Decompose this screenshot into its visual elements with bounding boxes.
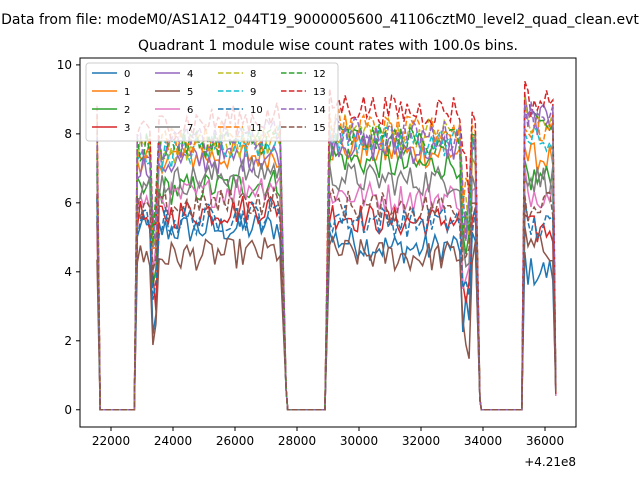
series-line-15 [96,186,557,411]
y-tick-label: 6 [64,196,72,210]
legend-box [85,62,339,142]
axis-ticks: 22000 24000 26000 28000 30000 32000 34000 36000… [57,58,564,448]
x-tick-label: 34000 [464,434,502,448]
legend-label: 4 [187,69,193,80]
series-line-14 [96,101,557,411]
series-line-2 [96,142,557,411]
legend-label: 14 [313,105,326,116]
legend-label: 6 [187,105,193,116]
y-tick-label: 2 [64,334,72,348]
y-tick-label: 0 [64,403,72,417]
axes-frame [79,57,577,428]
x-tick-label: 32000 [402,434,440,448]
legend-label: 9 [250,87,256,98]
legend-label: 11 [250,123,263,134]
y-tick-label: 8 [64,127,72,141]
series-line-11 [96,108,557,411]
series-line-12 [96,110,557,411]
x-tick-label: 22000 [92,434,130,448]
x-tick-label: 24000 [154,434,192,448]
legend-label: 7 [187,123,193,134]
legend-label: 12 [313,69,326,80]
legend-label: 8 [250,69,256,80]
legend-label: 2 [124,105,130,116]
legend-label: 10 [250,105,263,116]
x-tick-label: 26000 [216,434,254,448]
x-tick-label: 36000 [526,434,564,448]
legend-label: 0 [124,69,130,80]
plot-area [96,81,557,411]
legend-label: 3 [124,123,130,134]
y-tick-label: 10 [57,58,72,72]
legend-label: 1 [124,87,130,98]
chart-title: Quadrant 1 module wise count rates with … [138,38,518,54]
series-line-7 [96,156,557,411]
legend-label: 13 [313,87,326,98]
series-line-5 [96,226,557,411]
legend-label: 15 [313,123,326,134]
series-line-6 [96,166,557,411]
legend-label: 5 [187,87,193,98]
x-tick-label: 28000 [278,434,316,448]
x-tick-label: 30000 [340,434,378,448]
figure-suptitle: Data from file: modeM0/AS1A12_044T19_900… [1,12,639,28]
x-offset-label: +4.21e8 [524,455,576,469]
y-tick-label: 4 [64,265,72,279]
